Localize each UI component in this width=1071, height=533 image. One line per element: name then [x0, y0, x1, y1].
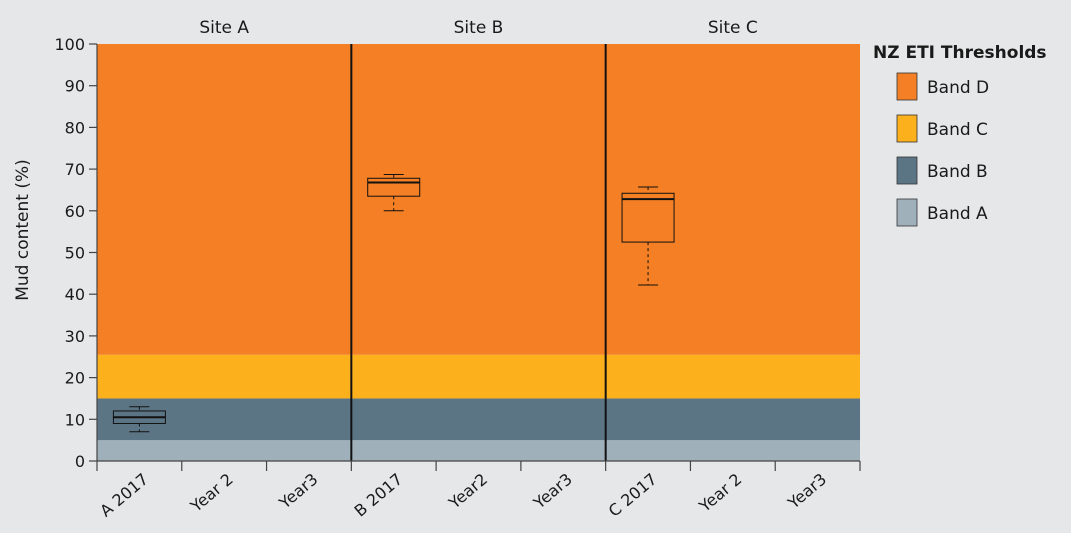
iqr-box: [367, 177, 421, 197]
y-tick-label: 10: [65, 410, 85, 429]
site-labels: Site A Site B Site C: [199, 18, 757, 38]
site-label: Site B: [454, 18, 504, 38]
y-tick-label: 30: [65, 327, 85, 346]
band-band-a: [97, 440, 860, 461]
threshold-bands: [97, 44, 860, 461]
y-tick-label: 40: [65, 285, 85, 304]
y-tick-label: 100: [54, 35, 85, 54]
legend-items: Band D Band C Band B Band A: [896, 72, 989, 227]
legend-label: Band B: [927, 162, 988, 182]
x-tick-label: C 2017: [605, 470, 661, 521]
iqr-box: [621, 192, 675, 243]
y-axis-title: Mud content (%): [13, 159, 33, 301]
legend-title: NZ ETI Thresholds: [873, 43, 1047, 63]
legend-label: Band A: [927, 204, 988, 224]
y-tick-label: 20: [65, 369, 85, 388]
y-tick-label: 90: [65, 77, 85, 96]
legend-swatch-band-d: [896, 72, 918, 101]
band-band-d: [97, 44, 860, 355]
legend-swatch-band-a: [896, 198, 918, 227]
box-c-2017: [621, 186, 675, 286]
y-tick-label: 80: [65, 118, 85, 137]
box-a-2017: [112, 406, 166, 433]
x-tick-label: A 2017: [96, 470, 152, 521]
site-label: Site C: [708, 18, 758, 38]
y-tick-label: 0: [75, 452, 85, 471]
band-band-c: [97, 354, 860, 399]
site-label: Site A: [199, 18, 249, 38]
x-tick-label: Year2: [444, 470, 491, 514]
x-tick-label: Year3: [529, 470, 576, 514]
legend-label: Band C: [927, 120, 988, 140]
x-tick-label: Year 2: [186, 470, 237, 517]
legend-label: Band D: [927, 78, 989, 98]
y-tick-label: 70: [65, 160, 85, 179]
box-b-2017: [367, 174, 421, 212]
y-tick-label: 60: [65, 202, 85, 221]
box-plots: [112, 174, 675, 433]
legend-swatch-band-c: [896, 114, 918, 143]
y-tick-label: 50: [65, 244, 85, 263]
x-tick-label: Year 2: [695, 470, 746, 517]
site-dividers: [350, 44, 607, 461]
x-tick-label: B 2017: [351, 470, 407, 521]
band-band-b: [97, 398, 860, 441]
legend-swatch-band-b: [896, 156, 918, 185]
x-tick-label: Year3: [275, 470, 322, 514]
x-tick-label: Year3: [783, 470, 830, 514]
